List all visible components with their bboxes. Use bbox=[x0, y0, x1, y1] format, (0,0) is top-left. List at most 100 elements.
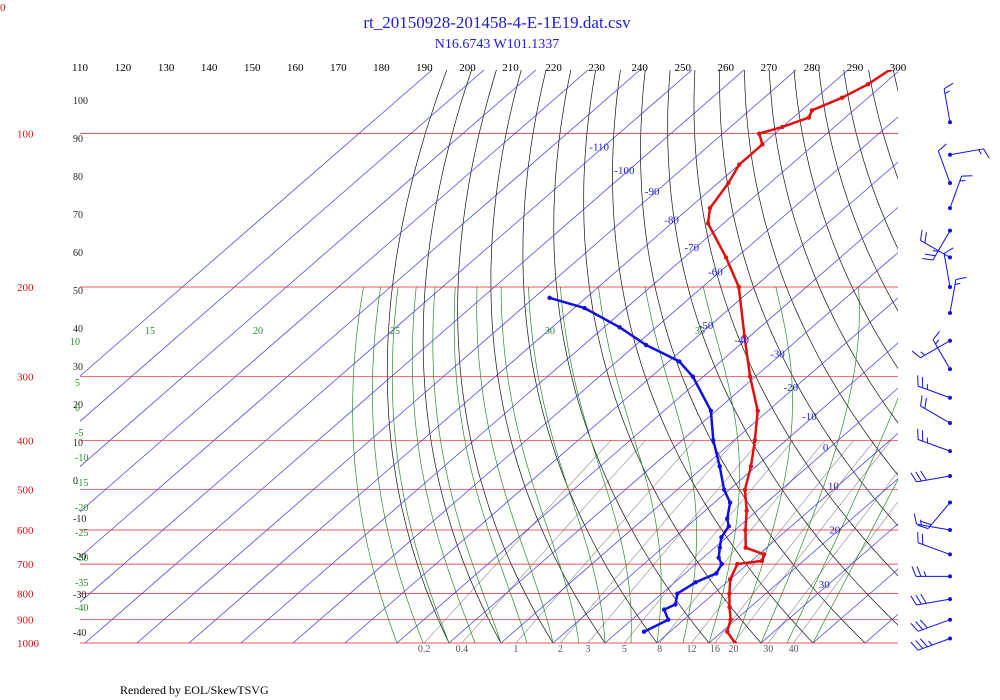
isotherm-label: 10 bbox=[828, 481, 840, 493]
top-temperature-label: 140 bbox=[201, 62, 218, 74]
pressure-label: 1000 bbox=[17, 638, 40, 650]
mixing-ratio-label: 20 bbox=[729, 644, 739, 655]
dry-adiabat-label: -40 bbox=[73, 628, 86, 639]
dry-adiabat-label: -20 bbox=[73, 552, 86, 563]
wind-barb-flag bbox=[915, 594, 922, 605]
pressure-label: 700 bbox=[17, 559, 34, 571]
temperature-point bbox=[887, 70, 892, 73]
temperature-point bbox=[707, 205, 713, 211]
wind-barb-staff bbox=[917, 542, 951, 555]
wind-barb-staff bbox=[943, 253, 951, 288]
isotherm-label: -90 bbox=[645, 186, 660, 198]
wind-barb-station bbox=[948, 449, 952, 454]
corner-label: 0 bbox=[0, 2, 6, 14]
temperature-point bbox=[755, 408, 760, 413]
temperature-point bbox=[839, 95, 845, 100]
dry-adiabat-label: 30 bbox=[73, 362, 83, 373]
dewpoint-point bbox=[719, 561, 724, 567]
pressure-label: 400 bbox=[17, 435, 34, 447]
wind-barb-flag bbox=[922, 258, 934, 261]
isotherm-label: 0 bbox=[823, 442, 829, 454]
wind-barb-flag bbox=[955, 276, 967, 281]
wind-barb-flag bbox=[915, 640, 924, 649]
temperature-point bbox=[723, 255, 729, 260]
isotherm-label: -50 bbox=[699, 320, 714, 332]
temperature-point bbox=[727, 577, 733, 582]
dewpoint-point bbox=[716, 555, 721, 560]
dewpoint-point bbox=[719, 535, 724, 540]
temperature-point bbox=[725, 629, 730, 634]
temperature-point bbox=[743, 545, 748, 550]
wind-barb-flag bbox=[920, 470, 927, 481]
dry-adiabat-line bbox=[667, 70, 898, 626]
wind-barb-station bbox=[948, 152, 952, 157]
dewpoint-point bbox=[617, 325, 622, 330]
dewpoint-point bbox=[661, 607, 667, 612]
temperature-point bbox=[735, 561, 740, 567]
temperature-point bbox=[780, 124, 785, 130]
wind-barb-half-flag bbox=[932, 250, 939, 252]
dry-adiabat-label: 60 bbox=[73, 248, 83, 259]
moist-adiabat-line bbox=[786, 397, 898, 643]
wind-barb-staff bbox=[917, 638, 951, 651]
moist-adiabat-label: -20 bbox=[75, 503, 88, 514]
dry-adiabat-label: 40 bbox=[73, 324, 83, 335]
mixing-ratio-line bbox=[560, 440, 736, 643]
wind-barb-flag bbox=[920, 229, 923, 241]
dry-adiabat-label: 10 bbox=[73, 438, 83, 449]
wind-barb-station bbox=[948, 228, 952, 233]
dry-adiabat-line bbox=[868, 70, 898, 180]
dewpoint-point bbox=[708, 408, 714, 413]
moist-adiabat-label: 0 bbox=[75, 403, 80, 414]
isotherm-label: -30 bbox=[770, 348, 785, 360]
dry-adiabat-line bbox=[522, 70, 658, 643]
dry-adiabat-line bbox=[893, 70, 898, 93]
dry-adiabat-line bbox=[583, 70, 762, 643]
isotherm-line bbox=[812, 568, 898, 643]
top-temperature-label: 280 bbox=[804, 62, 821, 74]
wind-barb-station bbox=[948, 120, 952, 125]
temperature-point bbox=[926, 53, 930, 57]
wind-barb-staff bbox=[917, 385, 951, 399]
temperature-point bbox=[756, 131, 762, 136]
dry-adiabat-label: -10 bbox=[73, 514, 86, 525]
dry-adiabat-line bbox=[793, 70, 898, 370]
wind-barb-flag bbox=[917, 524, 929, 530]
pressure-label: 300 bbox=[17, 372, 34, 384]
isotherm-line bbox=[80, 70, 589, 513]
wind-barb-flag bbox=[919, 619, 928, 629]
isotherm-line bbox=[760, 523, 898, 643]
wind-barb-staff bbox=[920, 405, 951, 424]
wind-barb-flag bbox=[943, 82, 954, 90]
top-temperature-label: 150 bbox=[244, 62, 261, 74]
moist-adiabat-label: -10 bbox=[75, 453, 88, 464]
moist-adiabat-label: 5 bbox=[75, 378, 80, 389]
temperature-point bbox=[747, 374, 753, 379]
isotherm-label: -80 bbox=[664, 214, 679, 226]
wind-barbs bbox=[910, 82, 990, 651]
wind-barb-half-flag bbox=[935, 339, 940, 345]
temperature-point bbox=[742, 487, 748, 492]
mixing-ratio-label: 30 bbox=[763, 644, 773, 655]
dry-adiabat-line bbox=[768, 70, 898, 424]
temperature-point bbox=[865, 82, 871, 87]
moist-adiabat-line bbox=[453, 286, 528, 643]
isotherm-line bbox=[80, 70, 433, 377]
mixing-ratio-label: 12 bbox=[687, 644, 697, 655]
top-temperature-label: 270 bbox=[761, 62, 778, 74]
wind-barb-flag bbox=[943, 247, 954, 254]
wind-barb-flag bbox=[911, 350, 921, 359]
top-temperature-labels: 110 120 130 140 150 160 170 180 190 200 210 220 230 2… bbox=[72, 62, 907, 74]
temperature-point bbox=[732, 640, 738, 643]
wind-barb-station bbox=[948, 597, 952, 602]
wind-barb-half-flag bbox=[923, 571, 927, 577]
top-temperature-label: 230 bbox=[588, 62, 605, 74]
dry-adiabat-label: 0 bbox=[73, 476, 78, 487]
isotherm-line bbox=[864, 613, 898, 643]
top-temperature-label: 120 bbox=[115, 62, 132, 74]
temperature-point bbox=[727, 604, 732, 610]
temperature-point bbox=[748, 464, 754, 469]
pressure-label: 200 bbox=[17, 282, 34, 294]
dewpoint-point bbox=[714, 571, 719, 576]
wind-barb-flag bbox=[919, 638, 928, 648]
